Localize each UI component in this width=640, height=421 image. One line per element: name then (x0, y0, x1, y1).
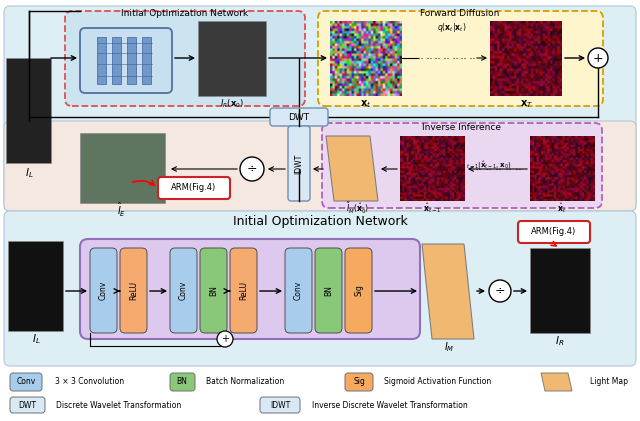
Bar (127, 37, 136, 84)
Text: BN: BN (177, 378, 188, 386)
Bar (6, 58, 51, 163)
Text: $I_R$: $I_R$ (556, 334, 564, 348)
Text: Batch Normalization: Batch Normalization (206, 378, 284, 386)
Text: +: + (221, 334, 229, 344)
FancyBboxPatch shape (65, 11, 305, 106)
Text: Discrete Wavelet Transformation: Discrete Wavelet Transformation (56, 400, 181, 410)
Text: $\mathbf{x}_t$: $\mathbf{x}_t$ (360, 98, 372, 110)
Bar (8, 241, 63, 331)
FancyBboxPatch shape (315, 248, 342, 333)
FancyBboxPatch shape (230, 248, 257, 333)
FancyBboxPatch shape (345, 248, 372, 333)
Bar (530, 248, 590, 333)
Text: ReLU: ReLU (239, 281, 248, 300)
Text: Initial Optimization Network: Initial Optimization Network (232, 215, 408, 227)
Text: BN: BN (324, 285, 333, 296)
Text: ÷: ÷ (495, 285, 506, 298)
Text: $\hat{\mathbf{x}}_{t-1}$: $\hat{\mathbf{x}}_{t-1}$ (423, 201, 441, 215)
Text: $\tilde{I}_M(\hat{\mathbf{x}}_0)$: $\tilde{I}_M(\hat{\mathbf{x}}_0)$ (346, 200, 369, 216)
Text: Conv: Conv (17, 378, 36, 386)
Text: $P_\theta(\hat{\mathbf{x}}_{0:t-1}|\hat{\mathbf{x}}_{t-1}, \mathbf{x}_0)$: $P_\theta(\hat{\mathbf{x}}_{0:t-1}|\hat{… (445, 160, 511, 172)
Text: Sig: Sig (353, 378, 365, 386)
Polygon shape (422, 244, 474, 339)
Text: $\hat{I}_E$: $\hat{I}_E$ (117, 201, 127, 219)
Text: IDWT: IDWT (270, 400, 290, 410)
FancyBboxPatch shape (4, 6, 636, 211)
Text: Sig: Sig (354, 285, 363, 296)
FancyBboxPatch shape (270, 108, 328, 126)
Text: Light Map: Light Map (590, 378, 628, 386)
FancyBboxPatch shape (322, 123, 602, 208)
Text: Initial Optimization Network: Initial Optimization Network (122, 10, 248, 19)
Circle shape (240, 157, 264, 181)
Text: ÷: ÷ (246, 163, 257, 176)
Text: $I_L$: $I_L$ (25, 166, 33, 180)
FancyBboxPatch shape (288, 126, 310, 201)
Text: Forward Diffusion: Forward Diffusion (420, 10, 500, 19)
FancyBboxPatch shape (200, 248, 227, 333)
Text: Conv: Conv (179, 281, 188, 300)
FancyBboxPatch shape (170, 248, 197, 333)
Text: Sigmoid Activation Function: Sigmoid Activation Function (384, 378, 492, 386)
Bar (198, 21, 266, 96)
Text: $q(\mathbf{x}_t|\mathbf{x}_t)$: $q(\mathbf{x}_t|\mathbf{x}_t)$ (437, 21, 467, 35)
Bar (97, 37, 106, 84)
FancyBboxPatch shape (318, 11, 603, 106)
Text: ReLU: ReLU (129, 281, 138, 300)
FancyBboxPatch shape (170, 373, 195, 391)
Text: Inverse Inference: Inverse Inference (422, 123, 502, 131)
FancyBboxPatch shape (10, 397, 45, 413)
Bar (142, 37, 151, 84)
Text: $\hat{\mathbf{x}}_t$: $\hat{\mathbf{x}}_t$ (557, 201, 566, 215)
Text: DWT: DWT (289, 112, 310, 122)
Text: Conv: Conv (99, 281, 108, 300)
Text: BN: BN (209, 285, 218, 296)
FancyBboxPatch shape (260, 397, 300, 413)
FancyBboxPatch shape (80, 28, 172, 93)
Text: Conv: Conv (294, 281, 303, 300)
FancyBboxPatch shape (120, 248, 147, 333)
Circle shape (588, 48, 608, 68)
Polygon shape (541, 373, 572, 391)
Polygon shape (326, 136, 378, 201)
Text: +: + (593, 51, 604, 64)
Text: ARM(Fig.4): ARM(Fig.4) (172, 184, 216, 192)
FancyBboxPatch shape (345, 373, 373, 391)
FancyBboxPatch shape (285, 248, 312, 333)
Bar (80, 133, 165, 203)
Bar (112, 37, 121, 84)
FancyBboxPatch shape (4, 121, 636, 211)
Text: $\mathbf{x}_T$: $\mathbf{x}_T$ (520, 98, 532, 110)
FancyBboxPatch shape (518, 221, 590, 243)
FancyBboxPatch shape (158, 177, 230, 199)
Text: $I_L$: $I_L$ (31, 332, 40, 346)
Text: $I_R(\mathbf{x}_0)$: $I_R(\mathbf{x}_0)$ (220, 98, 244, 110)
FancyBboxPatch shape (80, 239, 420, 339)
Text: ARM(Fig.4): ARM(Fig.4) (531, 227, 577, 237)
Text: IDWT: IDWT (294, 154, 303, 174)
Circle shape (217, 331, 233, 347)
FancyBboxPatch shape (10, 373, 42, 391)
Text: Inverse Discrete Wavelet Transformation: Inverse Discrete Wavelet Transformation (312, 400, 468, 410)
Text: 3 × 3 Convolution: 3 × 3 Convolution (55, 378, 124, 386)
Text: DWT: DWT (18, 400, 36, 410)
FancyBboxPatch shape (90, 248, 117, 333)
FancyBboxPatch shape (4, 211, 636, 366)
Text: $I_M$: $I_M$ (444, 340, 454, 354)
Circle shape (489, 280, 511, 302)
